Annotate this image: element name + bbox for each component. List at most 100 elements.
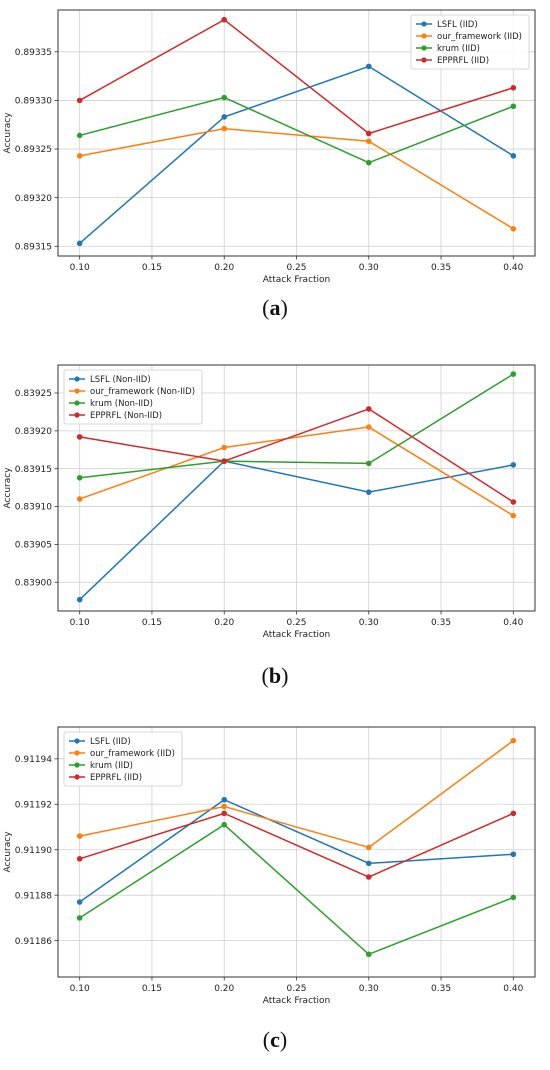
x-axis-label: Attack Fraction [263, 996, 331, 1005]
y-axis-label: Accuracy [3, 467, 13, 509]
y-tick-label: 0.91194 [15, 755, 52, 765]
x-tick-label: 0.35 [431, 618, 451, 628]
series-line [79, 812, 514, 878]
data-point [510, 153, 517, 159]
chart-a: 0.10 0.15 0.20 0.25 0.30 0.35 0.40 0.89315 0.893… [3, 9, 536, 285]
caption-c: (c) [262, 1027, 288, 1052]
series-line [79, 426, 514, 517]
series-1 [76, 125, 517, 232]
legend: LSFL (IID) our_framework (IID) krum (IID) E… [63, 731, 183, 787]
y-tick-label: 0.89325 [15, 145, 52, 155]
series-1 [76, 424, 517, 519]
series-line [79, 408, 514, 503]
x-tick-label: 0.35 [431, 984, 451, 994]
y-tick-label: 0.83925 [15, 389, 52, 399]
legend-marker [74, 774, 80, 780]
data-point [365, 424, 372, 430]
y-tick-label: 0.91186 [15, 937, 52, 947]
legend-box [63, 369, 203, 425]
data-point [221, 444, 228, 451]
data-point [365, 460, 372, 467]
x-tick-label: 0.25 [286, 618, 306, 628]
x-tick-label: 0.20 [214, 263, 234, 273]
data-point [76, 240, 83, 247]
x-tick-label: 0.25 [286, 984, 306, 994]
x-tick-label: 0.20 [214, 618, 234, 628]
data-point [510, 512, 517, 519]
x-tick-label: 0.30 [359, 618, 379, 628]
data-point [76, 915, 83, 921]
series-line [79, 127, 514, 230]
x-tick-label: 0.10 [70, 618, 90, 628]
y-tick-label: 0.91192 [15, 800, 52, 810]
data-point [365, 406, 372, 412]
legend-label: EPPRFL (Non-IID) [90, 411, 162, 421]
legend-marker [421, 21, 427, 27]
series-line [79, 96, 514, 164]
data-point [76, 496, 83, 502]
data-point [76, 474, 83, 481]
legend-label: krum (Non-IID) [90, 399, 153, 409]
legend-marker [74, 738, 80, 744]
data-point [510, 462, 517, 468]
y-tick-label: 0.91188 [15, 891, 52, 901]
y-tick-label: 0.91190 [15, 846, 52, 856]
y-tick-label: 0.89315 [15, 242, 52, 252]
legend: LSFL (IID) our_framework (IID) krum (IID) E… [410, 14, 530, 70]
series-line [79, 18, 514, 135]
data-point [221, 821, 228, 828]
x-tick-label: 0.10 [70, 984, 90, 994]
y-tick-label: 0.83920 [15, 427, 52, 437]
data-point [76, 596, 83, 603]
legend-marker [74, 400, 80, 406]
data-point [221, 803, 228, 810]
series-line [79, 373, 514, 479]
y-axis-label: Accuracy [3, 831, 13, 873]
legend-marker [421, 45, 427, 51]
data-point [221, 810, 228, 817]
legend-marker [74, 376, 80, 382]
caption-a: (a) [262, 295, 288, 320]
data-point [510, 103, 517, 110]
x-tick-label: 0.15 [142, 984, 162, 994]
legend-label: LSFL (IID) [90, 737, 131, 747]
x-tick-label: 0.15 [142, 618, 162, 628]
y-tick-label: 0.83915 [15, 465, 52, 475]
data-point [76, 856, 83, 862]
legend-label: our_framework (IID) [90, 749, 175, 759]
x-axis-label: Attack Fraction [263, 630, 331, 640]
chart-b: 0.10 0.15 0.20 0.25 0.30 0.35 0.40 0.83900 0.839… [3, 364, 536, 640]
series-line [79, 740, 514, 849]
data-point [221, 16, 228, 23]
data-point [76, 153, 83, 159]
y-tick-label: 0.89335 [15, 48, 52, 58]
y-tick-label: 0.83905 [15, 541, 52, 551]
series-1 [76, 737, 517, 851]
legend-marker [74, 412, 80, 418]
data-point [76, 434, 83, 440]
legend-label: our_framework (IID) [437, 32, 522, 42]
series-2 [76, 371, 517, 481]
chart-c: 0.10 0.15 0.20 0.25 0.30 0.35 0.40 0.91186 0.911… [3, 726, 536, 1005]
x-tick-label: 0.20 [214, 984, 234, 994]
y-tick-label: 0.89330 [15, 97, 52, 107]
data-point [76, 132, 83, 139]
legend-marker [74, 388, 80, 394]
data-point [221, 114, 228, 120]
series-line [79, 798, 514, 903]
data-point [365, 159, 372, 166]
data-point [365, 844, 372, 851]
series-3 [76, 810, 517, 880]
data-point [76, 833, 83, 839]
legend-label: krum (IID) [437, 44, 480, 54]
data-point [365, 130, 372, 137]
data-point [221, 94, 228, 101]
data-point [510, 499, 517, 505]
data-point [76, 899, 83, 905]
series-0 [76, 796, 517, 905]
caption-b: (b) [261, 663, 289, 688]
data-point [510, 371, 517, 377]
x-tick-label: 0.40 [503, 618, 523, 628]
legend-box [63, 731, 183, 787]
data-point [221, 458, 228, 464]
